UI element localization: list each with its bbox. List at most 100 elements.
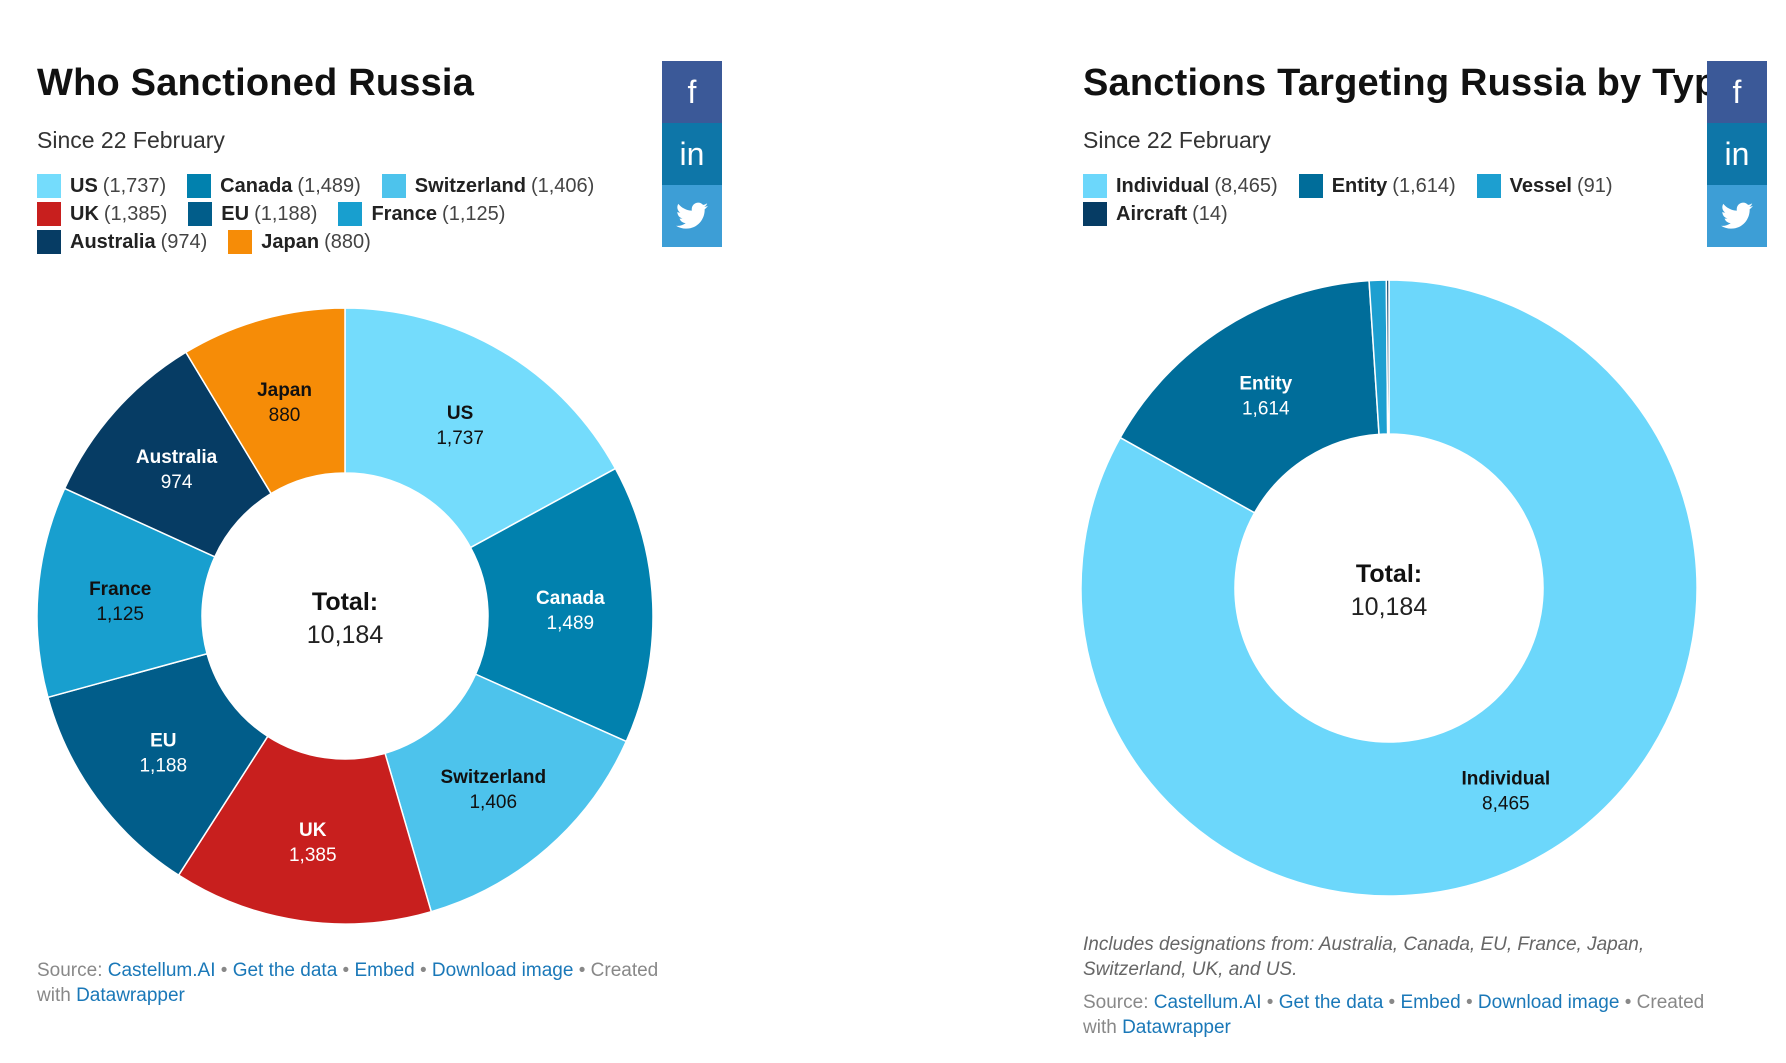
donut-chart-who-sanctioned: US 1,737 Canada 1,489 Switzerland 1,406 UK 1,38… (36, 307, 657, 928)
twitter-icon (1721, 202, 1753, 229)
legend-count: (8,465) (1214, 174, 1278, 197)
center-total-value: 10,184 (307, 621, 384, 649)
linkedin-icon: in (679, 135, 705, 172)
legend-label: Entity (1331, 174, 1388, 197)
get-data-link[interactable]: Get the data (232, 960, 338, 981)
download-image-link[interactable]: Download image (1477, 992, 1620, 1013)
slice-label: Japan 880 (257, 380, 312, 426)
legend-count: (1,737) (102, 174, 167, 197)
embed-link[interactable]: Embed (354, 960, 415, 981)
legend-count: (974) (160, 230, 208, 253)
source-prefix: Source: (1083, 992, 1149, 1013)
legend-label: Canada (220, 174, 293, 197)
twitter-share-button[interactable] (662, 185, 722, 247)
source-link[interactable]: Castellum.AI (1153, 992, 1262, 1013)
legend-count: (14) (1192, 202, 1228, 225)
facebook-share-button[interactable]: f (662, 61, 722, 123)
donut-slice-individual[interactable] (1080, 279, 1698, 897)
donut-slice-us[interactable] (344, 307, 617, 549)
get-data-link[interactable]: Get the data (1278, 992, 1384, 1013)
center-total-label: Total: (1356, 560, 1422, 588)
legend-label: Japan (261, 230, 320, 253)
chart-panel-who-sanctioned: Who Sanctioned Russia Since 22 February … (36, 61, 722, 1006)
donut-slice-aircraft[interactable] (1385, 279, 1390, 435)
center-total-value: 10,184 (1351, 593, 1428, 621)
slice-label: EU 1,188 (139, 731, 187, 777)
center-total-label: Total: (312, 588, 378, 616)
legend-label: France (371, 202, 438, 225)
linkedin-icon: in (1724, 135, 1750, 172)
legend-item: Canada (1,489) (187, 174, 361, 198)
slice-label: Entity 1,614 (1239, 374, 1292, 420)
donut-slice-eu[interactable] (47, 652, 269, 877)
donut-chart-svg: Individual 8,465 Entity 1,614 Total: 10,184 (1080, 279, 1698, 897)
embed-link[interactable]: Embed (1400, 992, 1461, 1013)
slice-label: US 1,737 (436, 403, 484, 449)
donut-slice-switzerland[interactable] (384, 673, 628, 913)
twitter-share-button[interactable] (1707, 185, 1767, 247)
legend-item: UK (1,385) (37, 202, 167, 226)
facebook-icon: f (1732, 73, 1742, 110)
legend-swatch (37, 230, 61, 254)
legend-item: Japan (880) (228, 230, 371, 254)
facebook-icon: f (687, 73, 697, 110)
legend-label: US (70, 174, 98, 197)
chart-legend: US (1,737) Canada (1,489) Switzerland (1,406)… (37, 172, 615, 256)
legend-count: (1,188) (254, 202, 318, 225)
chart-panel-sanctions-by-type: Sanctions Targeting Russia by Type Since… (893, 0, 1786, 1063)
legend-swatch (228, 230, 253, 254)
legend-row: US (1,737) Canada (1,489) Switzerland (1,406) (37, 172, 615, 200)
donut-chart-svg: US 1,737 Canada 1,489 Switzerland 1,406 UK 1,38… (36, 307, 654, 925)
source-prefix: Source: (37, 960, 103, 981)
datawrapper-link[interactable]: Datawrapper (76, 985, 185, 1006)
chart-title: Who Sanctioned Russia (37, 62, 475, 104)
download-image-link[interactable]: Download image (431, 960, 574, 981)
legend-swatch (381, 174, 406, 198)
legend-label: Australia (70, 230, 156, 253)
legend-swatch (1083, 174, 1107, 198)
legend-item: Aircraft (14) (1083, 202, 1228, 226)
legend-count: (1,385) (103, 202, 168, 225)
donut-slice-japan[interactable] (184, 307, 346, 495)
legend-count: (1,125) (442, 202, 506, 225)
source-link[interactable]: Castellum.AI (107, 960, 216, 981)
legend-row: UK (1,385) EU (1,188) France (1,125) (37, 200, 615, 228)
donut-slice-canada[interactable] (469, 467, 654, 743)
donut-slice-entity[interactable] (1119, 279, 1380, 514)
legend-row: Individual (8,465) Entity (1,614) Vessel (91) (1083, 172, 1634, 200)
legend-label: Vessel (1509, 174, 1572, 197)
facebook-share-button[interactable]: f (1707, 61, 1767, 123)
social-share-bar: f in (1707, 61, 1767, 247)
chart-legend: Individual (8,465) Entity (1,614) Vessel (91)… (1083, 172, 1634, 228)
legend-row: Aircraft (14) (1083, 200, 1634, 228)
legend-count: (880) (324, 230, 371, 253)
linkedin-share-button[interactable]: in (1707, 123, 1767, 185)
slice-label: Individual 8,465 (1461, 768, 1550, 814)
legend-count: (91) (1576, 174, 1613, 197)
social-share-bar: f in (662, 61, 722, 247)
legend-label: Individual (1116, 174, 1210, 197)
donut-slice-uk[interactable] (177, 735, 433, 925)
slice-label: France 1,125 (89, 579, 151, 625)
donut-slice-france[interactable] (36, 487, 216, 699)
legend-label: Aircraft (1116, 202, 1188, 225)
slice-label: Switzerland 1,406 (440, 767, 546, 813)
created-text: Created (1636, 992, 1705, 1013)
legend-swatch (188, 202, 213, 226)
with-text: with (37, 985, 71, 1006)
legend-item: Individual (8,465) (1083, 174, 1278, 198)
linkedin-share-button[interactable]: in (662, 123, 722, 185)
legend-swatch (187, 174, 212, 198)
legend-item: EU (1,188) (188, 202, 317, 226)
legend-label: UK (70, 202, 99, 225)
legend-item: Entity (1,614) (1298, 174, 1456, 198)
chart-footer: Source: Castellum.AI • Get the data • Em… (1083, 992, 1705, 1038)
slice-label: UK 1,385 (289, 820, 337, 866)
legend-item: Vessel (91) (1476, 174, 1613, 198)
datawrapper-link[interactable]: Datawrapper (1122, 1017, 1231, 1038)
created-text: Created (590, 960, 659, 981)
chart-subtitle: Since 22 February (37, 127, 225, 153)
chart-footer: Source: Castellum.AI • Get the data • Em… (37, 960, 659, 1006)
legend-row: Australia (974) Japan (880) (37, 228, 615, 256)
slice-label: Canada 1,489 (536, 588, 605, 634)
